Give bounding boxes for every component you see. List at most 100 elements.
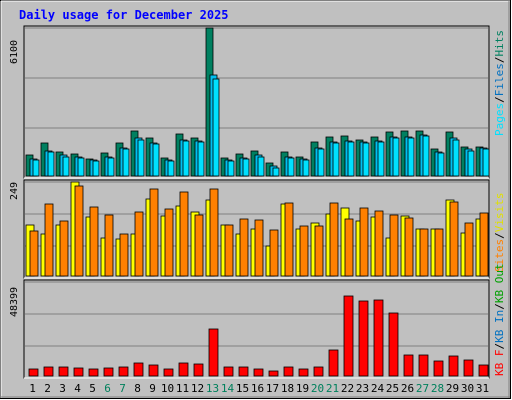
hits-bar-pages-day-19 (302, 159, 310, 177)
legend-kbf: KB F (493, 350, 506, 377)
visits-bar-sites-day-20 (314, 225, 324, 277)
visits-bar-sites-day-12 (194, 214, 204, 277)
hits-bar-pages-day-3 (62, 156, 70, 177)
visits-bar-sites-day-19 (299, 225, 309, 277)
day-label-20: 20 (311, 382, 324, 395)
kb-bar-kb-f-day-29 (448, 355, 459, 377)
day-label-2: 2 (44, 382, 51, 395)
hits-bar-pages-day-21 (332, 142, 340, 177)
day-label-1: 1 (29, 382, 36, 395)
hits-bar-pages-day-2 (47, 151, 55, 177)
day-label-25: 25 (386, 382, 399, 395)
hits-bar-pages-day-20 (317, 148, 325, 177)
day-label-23: 23 (356, 382, 369, 395)
kb-bar-kb-f-day-16 (253, 368, 264, 377)
hits-bar-pages-day-27 (422, 135, 430, 177)
kb-bar-kb-f-day-19 (298, 368, 309, 377)
day-label-28: 28 (431, 382, 444, 395)
hits-bar-pages-day-14 (227, 160, 235, 177)
day-label-22: 22 (341, 382, 354, 395)
day-label-12: 12 (191, 382, 204, 395)
visits-bar-sites-day-2 (44, 203, 54, 277)
legend-kbout: KB Out (493, 263, 506, 303)
visits-bar-sites-day-18 (284, 202, 294, 277)
visits-sites-panel (23, 179, 490, 279)
hits-bar-pages-day-31 (482, 148, 490, 177)
chart-title: Daily usage for December 2025 (19, 8, 229, 22)
visits-bar-sites-day-3 (59, 220, 69, 277)
kb-bar-kb-f-day-25 (388, 312, 399, 377)
legend-files: Files (493, 63, 506, 96)
visits-bar-sites-day-14 (224, 224, 234, 277)
visits-panel-max-label: 249 (9, 182, 20, 200)
kb-bar-kb-f-day-15 (238, 366, 249, 377)
day-label-19: 19 (296, 382, 309, 395)
visits-bar-sites-day-4 (74, 185, 84, 277)
legend-visits-sites: Sites/Visits (493, 193, 506, 273)
kb-bar-kb-f-day-6 (103, 367, 114, 377)
visits-bar-sites-day-26 (404, 217, 414, 277)
day-label-26: 26 (401, 382, 414, 395)
day-label-27: 27 (416, 382, 429, 395)
day-label-15: 15 (236, 382, 249, 395)
visits-bar-sites-day-1 (29, 230, 39, 277)
visits-bar-sites-day-22 (344, 218, 354, 277)
kb-bar-kb-f-day-22 (343, 295, 354, 377)
kb-bar-kb-f-day-11 (178, 362, 189, 377)
hits-bar-pages-day-17 (272, 167, 280, 177)
day-label-5: 5 (89, 382, 96, 395)
legend-sep-4: / (493, 343, 506, 350)
hits-bar-pages-day-22 (347, 141, 355, 177)
kb-bar-kb-f-day-31 (478, 364, 489, 377)
visits-bar-sites-day-17 (269, 229, 279, 277)
kb-bar-kb-f-day-23 (358, 300, 369, 377)
visits-bar-sites-day-29 (449, 201, 459, 277)
visits-bar-sites-day-31 (479, 212, 489, 277)
kb-bar-kb-f-day-2 (43, 366, 54, 377)
kb-bar-kb-f-day-17 (268, 370, 279, 377)
day-label-14: 14 (221, 382, 235, 395)
kb-bar-kb-f-day-12 (193, 363, 204, 377)
kb-bar-kb-f-day-14 (223, 366, 234, 377)
kb-bar-kb-f-day-21 (328, 349, 339, 377)
kb-bar-kb-f-day-26 (403, 354, 414, 377)
day-label-11: 11 (176, 382, 189, 395)
legend-visits: Visits (493, 193, 506, 233)
visits-bar-sites-day-24 (374, 210, 384, 277)
kb-bar-kb-f-day-1 (28, 368, 39, 377)
kb-bar-kb-f-day-27 (418, 354, 429, 377)
visits-bar-sites-day-30 (464, 222, 474, 277)
kb-bar-kb-f-day-9 (148, 364, 159, 377)
visits-bar-sites-day-6 (104, 214, 114, 277)
hits-bar-pages-day-13 (212, 78, 220, 177)
hits-bar-pages-day-7 (122, 148, 130, 177)
kb-bar-kb-f-day-13 (208, 328, 219, 377)
hits-bar-pages-day-15 (242, 158, 250, 177)
visits-bar-sites-day-9 (149, 188, 159, 277)
kb-bar-kb-f-day-24 (373, 299, 384, 377)
legend-sep-1: / (493, 96, 506, 103)
hits-bar-pages-day-12 (197, 141, 205, 177)
day-label-30: 30 (461, 382, 474, 395)
legend-hits-files-pages: Pages/Files/Hits (493, 30, 506, 136)
day-label-10: 10 (161, 382, 174, 395)
hits-bar-pages-day-16 (257, 156, 265, 177)
legend-sep-5: / (493, 303, 506, 310)
hits-files-pages-panel (23, 25, 490, 179)
kb-bar-kb-f-day-10 (163, 368, 174, 377)
visits-bar-sites-day-27 (419, 228, 429, 277)
kb-bar-kb-f-day-7 (118, 366, 129, 377)
hits-bar-pages-day-4 (77, 157, 85, 177)
kbytes-panel (23, 279, 490, 379)
visits-bar-sites-day-10 (164, 208, 174, 277)
hits-bar-pages-day-29 (452, 139, 460, 177)
legend-kbin: KB In (493, 310, 506, 343)
day-label-24: 24 (371, 382, 385, 395)
kb-bar-kb-f-day-18 (283, 366, 294, 377)
day-label-29: 29 (446, 382, 459, 395)
visits-bar-sites-day-28 (434, 228, 444, 277)
kb-bar-kb-f-day-8 (133, 362, 144, 377)
kb-bar-kb-f-day-5 (88, 368, 99, 377)
day-label-16: 16 (251, 382, 264, 395)
